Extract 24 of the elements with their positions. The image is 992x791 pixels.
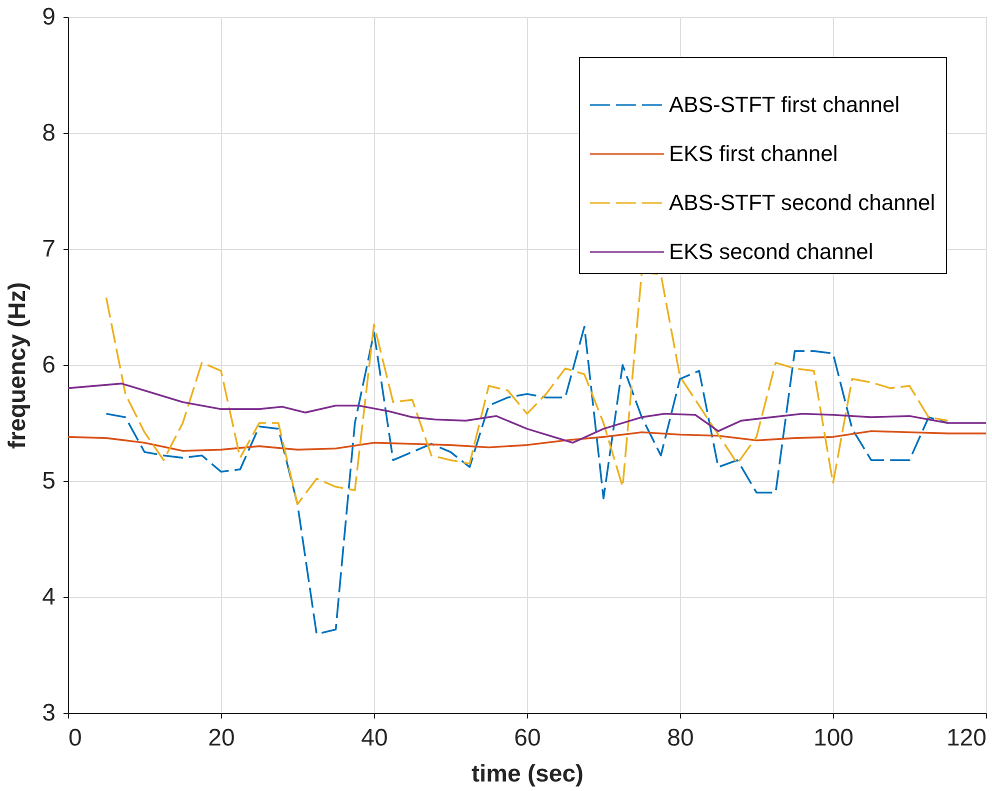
y-axis-title: frequency (Hz) [4, 282, 32, 449]
y-tick-label: 9 [42, 4, 56, 30]
legend-label: ABS-STFT first channel [669, 92, 900, 117]
legend-label: EKS first channel [669, 141, 838, 166]
y-tick-label: 5 [42, 468, 56, 494]
y-tick-label: 6 [42, 352, 56, 378]
line-series [67, 382, 987, 444]
y-tick-label: 3 [42, 700, 56, 726]
line-series [105, 271, 949, 506]
legend-label: ABS-STFT second channel [669, 190, 936, 215]
x-axis-title: time (sec) [471, 760, 584, 788]
x-tick-label: 0 [68, 724, 82, 752]
y-tick-label: 4 [42, 584, 56, 610]
y-tick-label: 8 [42, 120, 56, 146]
x-tick-label: 60 [514, 724, 541, 752]
x-tick-label: 20 [208, 724, 235, 752]
x-tick-label: 80 [667, 724, 694, 752]
x-tick-label: 100 [813, 724, 854, 752]
y-tick-label: 7 [42, 236, 56, 262]
line-series [105, 326, 949, 636]
x-tick-label: 40 [361, 724, 388, 752]
line-series [67, 430, 987, 452]
x-tick-label: 120 [946, 724, 986, 752]
legend-label: EKS second channel [669, 239, 874, 264]
